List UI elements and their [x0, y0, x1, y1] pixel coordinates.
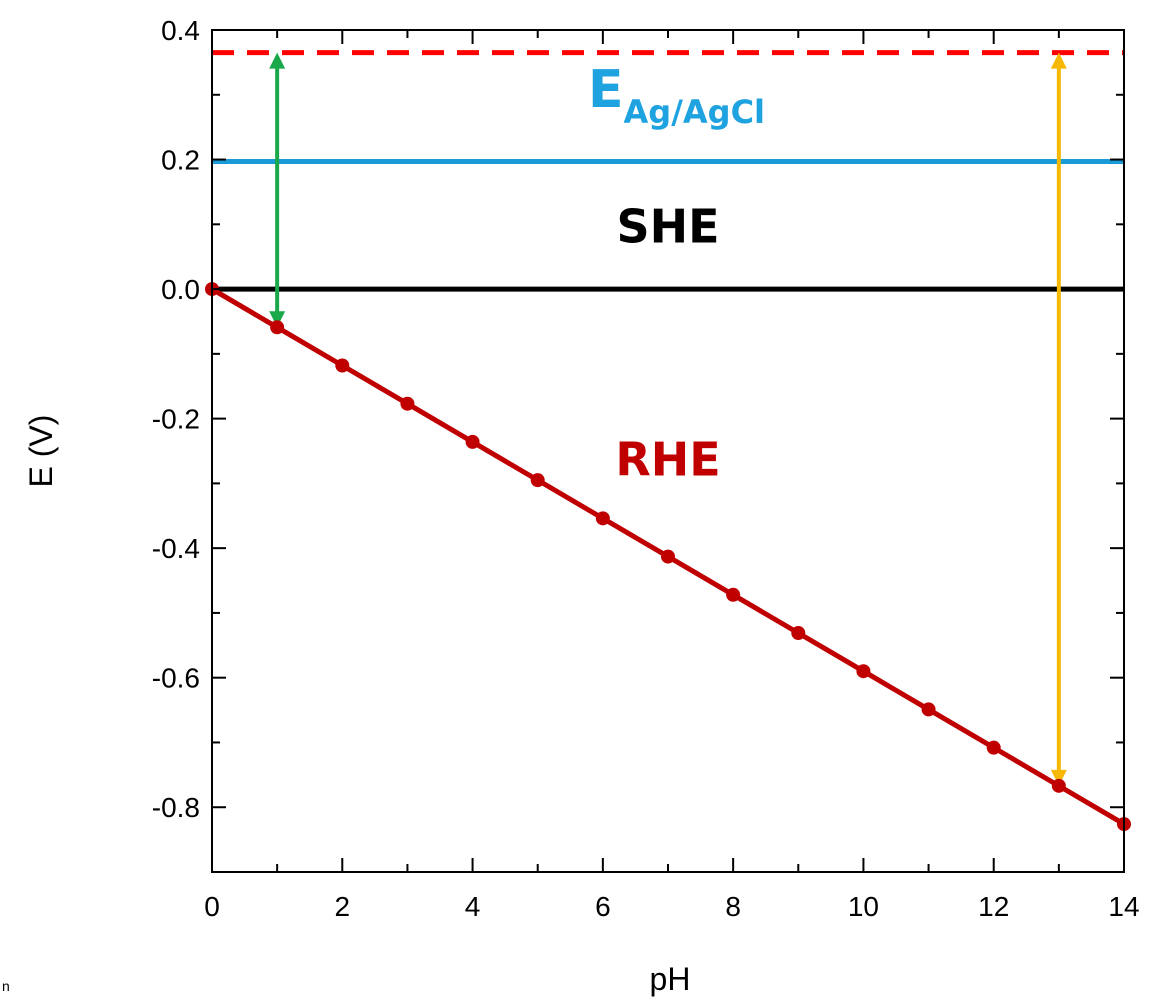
- annotation-layer: SHE RHE EAg/AgCl: [588, 60, 765, 486]
- rhe-data-point: [986, 740, 1001, 755]
- rhe-data-point: [921, 702, 936, 717]
- rhe-data-point: [661, 549, 675, 564]
- x-tick-label: 6: [595, 891, 611, 922]
- rhe-data-point: [270, 320, 285, 335]
- rhe-data-point: [400, 396, 415, 411]
- stray-character: n: [2, 978, 10, 994]
- rhe-data-point: [856, 664, 871, 679]
- rhe-data-point: [595, 511, 610, 526]
- x-tick-label: 12: [978, 891, 1009, 922]
- y-tick-label: 0.0: [161, 274, 200, 305]
- arrow-head-bottom: [1050, 769, 1067, 786]
- ag-agcl-label: EAg/AgCl: [588, 60, 765, 131]
- ag-agcl-label-subscript: Ag/AgCl: [624, 93, 765, 131]
- x-tick-label: 8: [725, 891, 741, 922]
- rhe-data-point: [465, 434, 480, 449]
- rhe-data-point: [335, 358, 350, 373]
- rhe-data-point: [726, 587, 741, 602]
- arrow-1: [269, 52, 286, 328]
- x-tick-label: 14: [1108, 891, 1139, 922]
- y-tick-label: -0.6: [152, 663, 200, 694]
- arrow-head-bottom: [269, 311, 286, 328]
- x-tick-label: 2: [334, 891, 350, 922]
- x-tick-label: 10: [848, 891, 879, 922]
- x-axis-title: pH: [650, 961, 691, 997]
- arrow-head-top: [269, 52, 286, 69]
- arrow-2: [1050, 52, 1067, 786]
- she-label: SHE: [616, 199, 719, 253]
- x-tick-label: 0: [204, 891, 220, 922]
- y-tick-label: -0.2: [152, 404, 200, 435]
- rhe-data-point: [1051, 778, 1066, 793]
- x-tick-label: 4: [465, 891, 481, 922]
- plot-data-layer: [205, 50, 1131, 832]
- y-axis-title: E (V): [23, 415, 59, 488]
- y-tick-label: 0.4: [161, 15, 200, 46]
- rhe-data-point: [791, 626, 806, 641]
- tick-labels-layer: 0 2 4 6 8 10 12 14 0.4 0.2 0.0 -0.2 -0.4 -0.6 -0.8: [152, 15, 1140, 922]
- y-tick-label: -0.8: [152, 792, 200, 823]
- arrow-head-top: [1050, 52, 1067, 69]
- ag-agcl-label-base: E: [588, 60, 624, 120]
- rhe-data-point: [530, 473, 545, 488]
- y-tick-label: 0.2: [161, 145, 200, 176]
- y-tick-label: -0.4: [152, 533, 200, 564]
- ticks-layer: [211, 29, 1125, 873]
- rhe-label: RHE: [615, 432, 720, 486]
